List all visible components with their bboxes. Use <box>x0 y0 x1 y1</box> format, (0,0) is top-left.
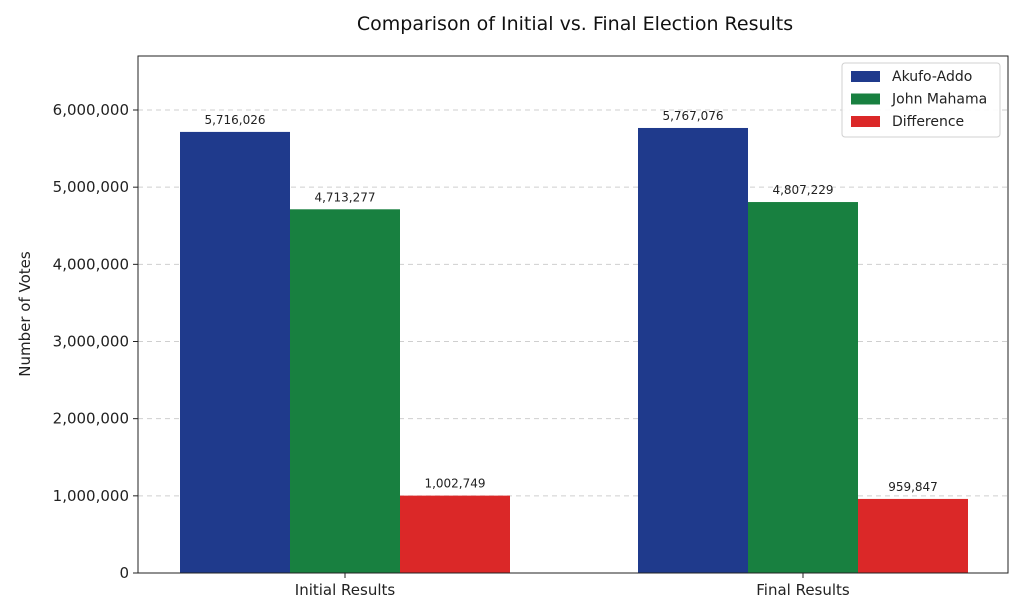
bar-value-label: 4,807,229 <box>772 183 833 197</box>
y-tick-label: 4,000,000 <box>53 255 129 273</box>
bar-value-label: 959,847 <box>888 480 938 494</box>
x-tick-label: Initial Results <box>295 581 396 599</box>
plot-frame <box>137 55 1009 574</box>
y-tick-label: 0 <box>119 564 129 582</box>
y-tick-label: 5,000,000 <box>53 178 129 196</box>
bar-john-mahama <box>290 209 400 574</box>
y-tick-label: 2,000,000 <box>53 410 129 428</box>
legend-swatch <box>851 116 880 127</box>
legend-swatch <box>851 71 880 82</box>
legend-label: Difference <box>892 114 964 130</box>
y-axis: 0 1,000,000 2,000,000 3,000,000 4,000,000 5,0… <box>53 101 138 582</box>
x-axis: Initial Results Final Results <box>295 573 850 599</box>
chart-title: Comparison of Initial vs. Final Election… <box>357 13 793 35</box>
bar-difference <box>858 498 968 573</box>
bar-value-label: 1,002,749 <box>424 477 485 491</box>
legend-label: John Mahama <box>891 92 987 108</box>
bar-difference <box>400 495 510 573</box>
y-tick-label: 6,000,000 <box>53 101 129 119</box>
legend: Akufo-Addo John Mahama Difference <box>841 62 1001 138</box>
bar-akufo-addo <box>180 131 290 573</box>
bar-value-label: 5,716,026 <box>204 113 265 127</box>
bar-akufo-addo <box>638 127 748 573</box>
bar-value-label: 4,713,277 <box>314 190 375 204</box>
bar-value-labels: 5,716,026 4,713,277 1,002,749 5,767,076 4,80… <box>204 109 937 494</box>
bar-value-label: 5,767,076 <box>662 109 723 123</box>
y-axis-label: Number of Votes <box>16 251 34 377</box>
y-tick-label: 1,000,000 <box>53 487 129 505</box>
x-tick-label: Final Results <box>756 581 850 599</box>
legend-swatch <box>851 93 880 105</box>
legend-label: Akufo-Addo <box>892 69 972 85</box>
legend-box <box>841 62 1001 138</box>
bar-john-mahama <box>748 202 858 573</box>
bars <box>180 127 968 574</box>
y-tick-label: 3,000,000 <box>53 333 129 351</box>
